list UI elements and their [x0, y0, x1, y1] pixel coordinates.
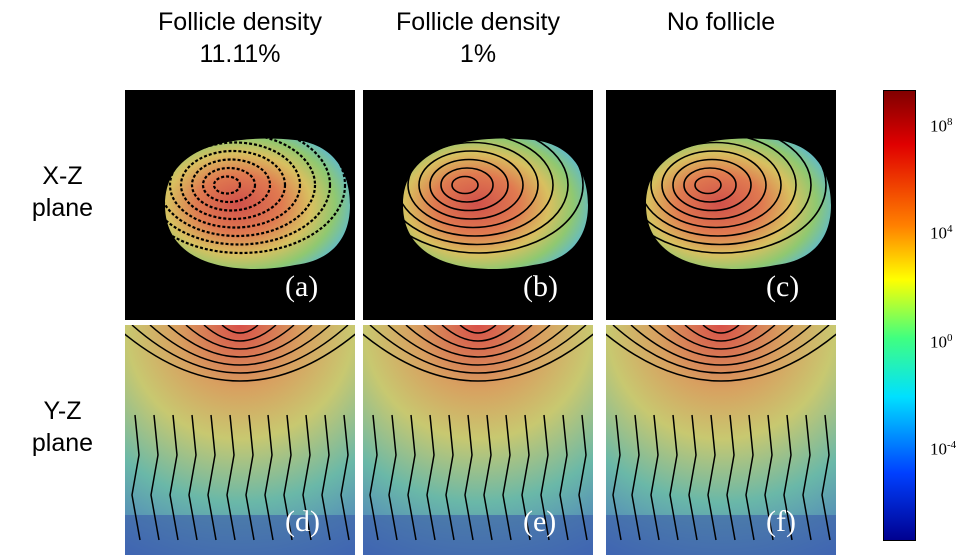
panel-image — [594, 324, 848, 555]
column-title: Follicle density 11.11% — [158, 8, 322, 68]
panel-image — [606, 90, 836, 320]
colorbar — [883, 90, 916, 541]
panel-image — [351, 324, 605, 555]
colorbar-tick-label: 108 — [930, 116, 953, 137]
panel-label: (d) — [285, 505, 320, 538]
image-panel — [606, 90, 836, 320]
panel-label: (a) — [285, 270, 319, 303]
panel-image — [363, 90, 593, 320]
tick-base: 10 — [930, 116, 947, 136]
panel-image — [113, 324, 367, 555]
tick-exponent: 4 — [947, 223, 953, 235]
image-panel — [351, 324, 605, 555]
tick-base: 10 — [930, 223, 947, 243]
column-title: Follicle density 1% — [396, 8, 560, 68]
row-label: X-Z plane — [31, 162, 94, 222]
row-label: Y-Z plane — [31, 397, 94, 457]
image-panel — [125, 90, 355, 320]
colorbar-tick-label: 104 — [930, 223, 953, 244]
colorbar-tick-label: 100 — [930, 332, 953, 353]
column-title: No follicle — [666, 8, 776, 36]
panel-label: (f) — [766, 505, 796, 538]
panel-image — [125, 90, 355, 320]
tick-exponent: 0 — [947, 332, 953, 344]
colorbar-tick-label: 10-4 — [930, 439, 956, 460]
tick-base: 10 — [930, 332, 947, 352]
image-panel — [594, 324, 848, 555]
panel-label: (e) — [523, 505, 557, 538]
image-panel — [363, 90, 593, 320]
tick-exponent: -4 — [947, 439, 957, 451]
panel-label: (c) — [766, 270, 800, 303]
image-panel — [113, 324, 367, 555]
tick-base: 10 — [930, 439, 947, 459]
panel-label: (b) — [523, 270, 558, 303]
tick-exponent: 8 — [947, 116, 953, 128]
